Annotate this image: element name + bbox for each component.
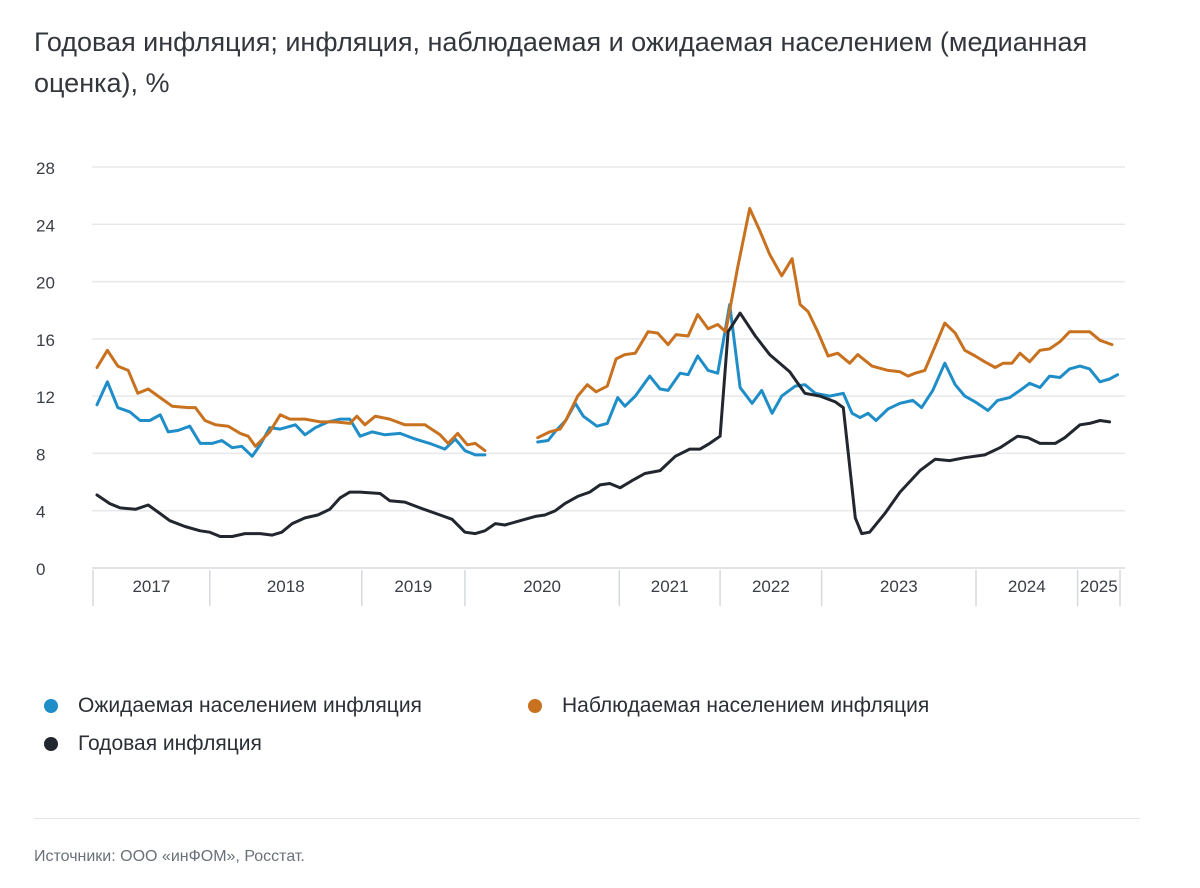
- series-line-0: [95, 303, 1120, 458]
- x-tick-label: 2023: [880, 577, 918, 596]
- legend-dot-icon: [44, 737, 58, 751]
- x-tick-label: 2022: [752, 577, 790, 596]
- series-line-2: [95, 311, 1112, 538]
- x-tick-label: 2025: [1080, 577, 1118, 596]
- series-line-1: [95, 207, 1114, 453]
- x-tick-label: 2018: [267, 577, 305, 596]
- y-tick-label: 16: [36, 331, 55, 350]
- x-tick-label: 2019: [394, 577, 432, 596]
- legend-dot-icon: [44, 699, 58, 713]
- legend-item-expected: Ожидаемая населением инфляция: [44, 694, 422, 718]
- legend-label: Годовая инфляция: [78, 732, 262, 755]
- x-tick-label: 2021: [651, 577, 689, 596]
- source-note: Источники: ООО «инФОМ», Росстат.: [34, 848, 305, 865]
- chart-title: Годовая инфляция; инфляция, наблюдаемая …: [34, 27, 1088, 98]
- x-tick-label: 2017: [132, 577, 170, 596]
- x-tick-label: 2024: [1008, 577, 1046, 596]
- y-tick-label: 28: [36, 159, 55, 178]
- legend-item-observed: Наблюдаемая населением инфляция: [528, 694, 929, 718]
- y-tick-label: 20: [36, 274, 55, 293]
- legend-dot-icon: [528, 699, 542, 713]
- y-tick-label: 8: [36, 445, 45, 464]
- divider: [34, 818, 1140, 819]
- y-tick-label: 4: [36, 503, 45, 522]
- legend-item-annual: Годовая инфляция: [44, 732, 262, 756]
- x-tick-label: 2020: [523, 577, 561, 596]
- legend-label: Наблюдаемая населением инфляция: [562, 694, 930, 717]
- y-tick-label: 12: [36, 388, 55, 407]
- y-tick-label: 24: [36, 216, 55, 235]
- y-tick-label: 0: [36, 560, 45, 579]
- legend-label: Ожидаемая населением инфляция: [78, 694, 422, 717]
